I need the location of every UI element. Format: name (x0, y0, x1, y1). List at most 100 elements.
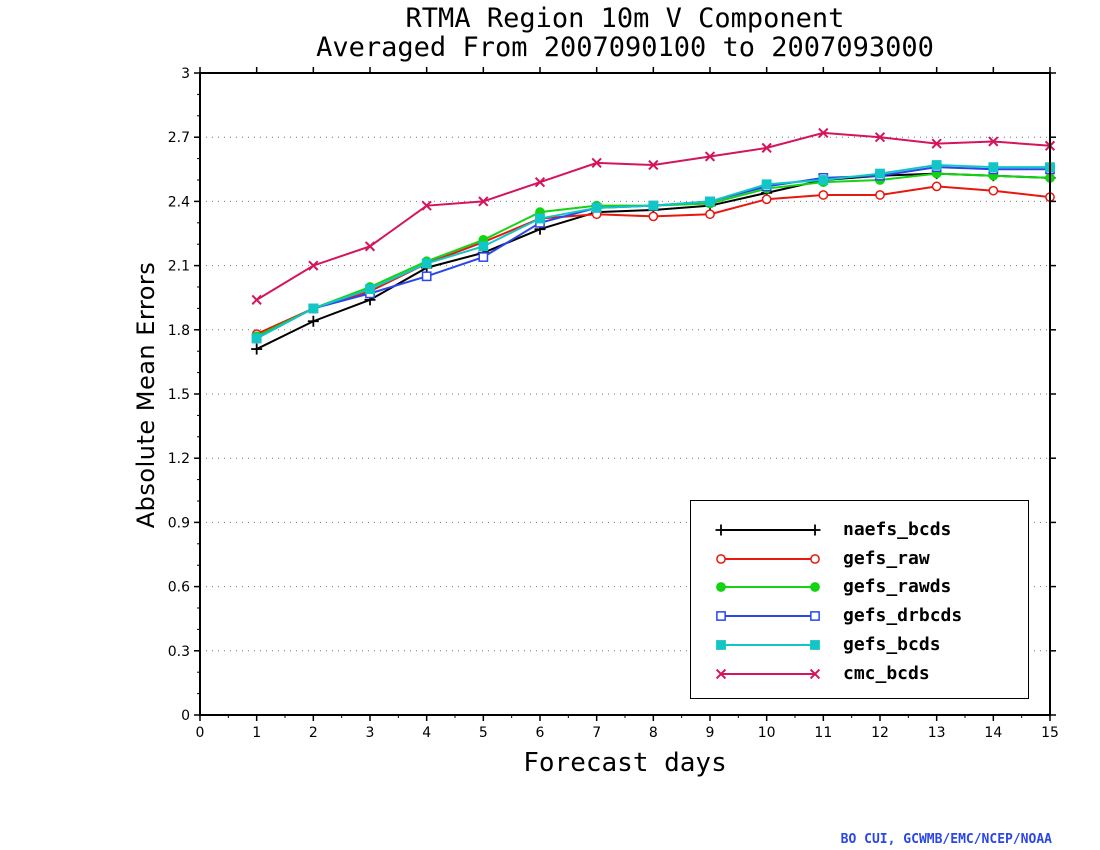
data-point (535, 213, 545, 224)
legend-marker (810, 611, 820, 621)
legend-item: gefs_rawds (691, 573, 1028, 601)
legend-marker (716, 582, 726, 593)
x-tick-label: 7 (592, 725, 601, 741)
x-tick-label: 8 (649, 725, 658, 741)
data-point (421, 271, 432, 282)
y-tick-label: 2.1 (168, 259, 190, 275)
data-point (308, 303, 319, 314)
legend-marker (809, 524, 821, 536)
x-tick-label: 15 (1041, 725, 1059, 741)
series-gefs_rawds (251, 168, 1055, 342)
credit-text: BO CUI, GCWMB/EMC/NCEP/NOAA (840, 832, 1052, 847)
x-tick-label: 12 (871, 725, 889, 741)
data-point (591, 157, 602, 168)
x-tick-label: 13 (928, 725, 946, 741)
series-naefs_bcds (251, 168, 1056, 355)
y-tick-label: 1.8 (168, 323, 190, 339)
data-point (364, 241, 376, 252)
data-point (534, 177, 546, 188)
chart-title: RTMA Region 10m V Component (405, 3, 845, 34)
data-point (874, 132, 886, 143)
data-point (931, 138, 942, 149)
data-point (478, 241, 489, 252)
data-point (421, 258, 432, 269)
legend-label: naefs_bcds (843, 519, 952, 540)
legend-marker (810, 639, 820, 650)
series-line (256, 172, 1051, 338)
legend-label: gefs_drbcds (843, 605, 963, 627)
legend-swatch (716, 639, 820, 650)
legend-item: gefs_raw (691, 545, 1028, 573)
legend-marker (810, 582, 820, 593)
x-tick-label: 3 (366, 725, 375, 741)
data-point (761, 142, 772, 154)
data-point (591, 202, 602, 213)
data-point (648, 211, 659, 222)
x-tick-label: 4 (422, 725, 431, 741)
data-point (818, 190, 829, 200)
legend-swatch (715, 524, 821, 536)
data-point (251, 333, 262, 344)
y-tick-label: 3 (181, 66, 190, 82)
data-point (988, 136, 999, 147)
legend-marker (716, 639, 726, 650)
data-point (761, 179, 772, 190)
x-axis-title: Forecast days (523, 748, 727, 778)
data-point (761, 194, 772, 205)
legend-swatch (716, 582, 820, 593)
y-tick-label: 1.2 (168, 451, 190, 467)
data-point (307, 315, 319, 327)
data-point (251, 294, 262, 305)
legend-item: cmc_bcds (691, 660, 1028, 688)
x-tick-label: 2 (309, 725, 318, 741)
data-point (648, 159, 659, 171)
series-line (256, 166, 1050, 340)
data-point (421, 200, 432, 211)
x-tick-label: 14 (984, 725, 1002, 741)
data-point (251, 343, 263, 355)
x-tick-label: 10 (758, 725, 776, 741)
legend-label: cmc_bcds (843, 662, 930, 684)
x-tick-label: 1 (252, 725, 261, 741)
data-point (365, 284, 375, 295)
legend-swatch (715, 668, 821, 679)
y-tick-label: 2.7 (168, 130, 190, 146)
y-axis-title: Absolute Mean Errors (132, 261, 160, 529)
legend-marker (716, 553, 726, 564)
data-point (931, 181, 942, 192)
data-point (818, 127, 829, 139)
chart-subtitle: Averaged From 2007090100 to 2007093000 (316, 32, 934, 63)
series-line (256, 172, 1051, 350)
legend-marker (715, 524, 727, 536)
y-tick-label: 0.3 (168, 644, 190, 660)
data-point (875, 190, 885, 200)
data-point (818, 175, 829, 185)
y-tick-label: 0.9 (168, 515, 190, 531)
series-gefs_bcds (251, 160, 1055, 344)
x-tick-label: 6 (536, 725, 545, 741)
legend-label: gefs_bcds (843, 633, 941, 655)
legend-marker (809, 668, 821, 679)
x-tick-label: 9 (706, 725, 715, 741)
data-point (308, 260, 319, 271)
data-point (705, 196, 715, 207)
data-point (478, 196, 489, 207)
data-point (931, 160, 942, 170)
legend-swatch (716, 611, 820, 621)
data-point (988, 185, 999, 196)
series-line (256, 164, 1050, 340)
legend-swatch (716, 553, 820, 564)
data-point (705, 209, 715, 220)
legend-marker (810, 553, 820, 564)
legend-item: naefs_bcds (691, 516, 1028, 544)
legend-marker (716, 611, 726, 621)
y-tick-label: 0.6 (168, 580, 190, 596)
data-point (648, 200, 659, 211)
data-point (478, 252, 489, 262)
y-tick-label: 1.5 (168, 387, 190, 403)
legend-item: gefs_drbcds (691, 602, 1028, 630)
x-tick-label: 5 (479, 725, 488, 741)
legend-marker (715, 668, 727, 679)
